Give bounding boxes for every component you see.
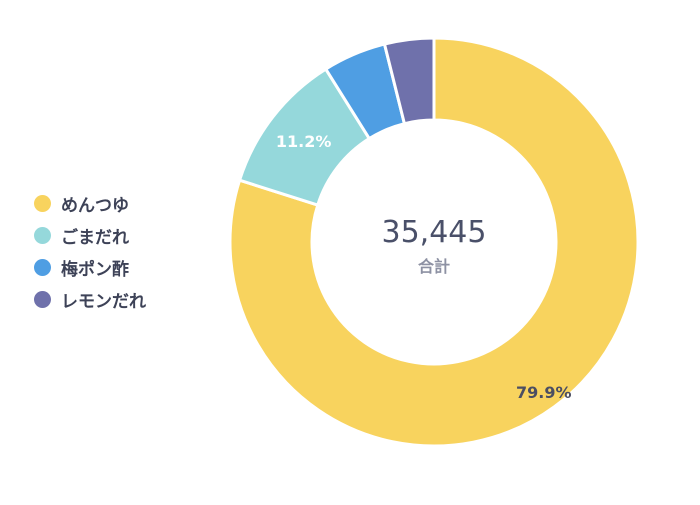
donut-slice-mentsuyu[interactable] <box>228 36 640 448</box>
legend-item-gomadare[interactable]: ごまだれ <box>34 219 146 251</box>
legend-swatch <box>34 290 51 308</box>
donut-slice-lemon-dare[interactable] <box>383 36 436 126</box>
slice-label-group: 79.9% 11.2% <box>276 132 572 402</box>
legend-label: 梅ポン酢 <box>61 259 129 280</box>
legend: めんつゆ ごまだれ 梅ポン酢 レモンだれ <box>34 187 146 315</box>
legend-label: めんつゆ <box>61 195 129 216</box>
legend-swatch <box>34 226 51 244</box>
slice-label-gomadare: 11.2% <box>276 132 332 151</box>
legend-label: ごまだれ <box>61 227 129 248</box>
slice-label-mentsuyu: 79.9% <box>516 383 572 402</box>
legend-swatch <box>34 258 51 276</box>
legend-label: レモンだれ <box>61 291 146 312</box>
slice-group <box>228 36 640 448</box>
center-total-value: 35,445 <box>382 215 487 250</box>
legend-item-lemon-dare[interactable]: レモンだれ <box>34 283 146 315</box>
legend-swatch <box>34 194 51 212</box>
legend-item-ume-ponzu[interactable]: 梅ポン酢 <box>34 251 146 283</box>
legend-item-mentsuyu[interactable]: めんつゆ <box>34 187 146 219</box>
center-total-label: 合計 <box>418 257 450 276</box>
